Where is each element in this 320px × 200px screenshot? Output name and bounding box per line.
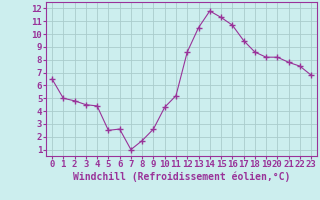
X-axis label: Windchill (Refroidissement éolien,°C): Windchill (Refroidissement éolien,°C) <box>73 172 290 182</box>
